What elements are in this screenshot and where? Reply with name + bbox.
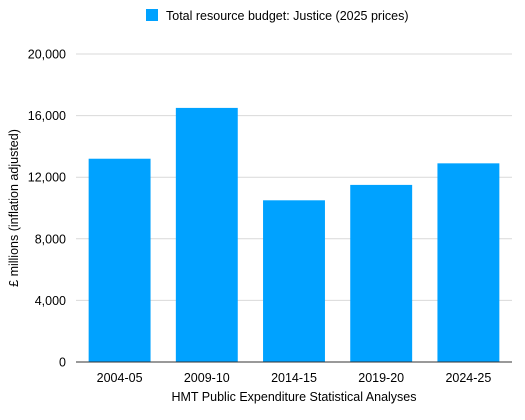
y-tick-label: 12,000	[28, 171, 66, 185]
legend-label: Total resource budget: Justice (2025 pri…	[166, 9, 409, 23]
x-tick-label: 2024-25	[445, 371, 491, 385]
y-tick-label: 20,000	[28, 48, 66, 62]
bar-2019-20	[350, 184, 413, 362]
y-tick-label: 8,000	[35, 232, 66, 246]
bar-2004-05	[88, 158, 151, 362]
legend-swatch	[146, 9, 158, 21]
y-axis-title: £ millions (inflation adjusted)	[7, 129, 21, 287]
bar-2024-25	[437, 163, 500, 362]
x-tick-label: 2019-20	[358, 371, 404, 385]
x-tick-labels: 2004-05 2009-10 2014-15 2019-20 2024-25	[97, 371, 492, 385]
bars	[88, 107, 500, 363]
x-axis-title: HMT Public Expenditure Statistical Analy…	[171, 390, 416, 404]
legend: Total resource budget: Justice (2025 pri…	[146, 9, 409, 23]
x-tick-label: 2004-05	[97, 371, 143, 385]
x-tick-label: 2009-10	[184, 371, 230, 385]
y-tick-label: 4,000	[35, 294, 66, 308]
bar-2014-15	[263, 200, 325, 362]
y-tick-label: 0	[59, 356, 66, 370]
bar-2009-10	[175, 107, 238, 363]
x-tick-label: 2014-15	[271, 371, 317, 385]
y-tick-label: 16,000	[28, 109, 66, 123]
y-tick-labels: 0 4,000 8,000 12,000 16,000 20,000	[28, 48, 66, 370]
